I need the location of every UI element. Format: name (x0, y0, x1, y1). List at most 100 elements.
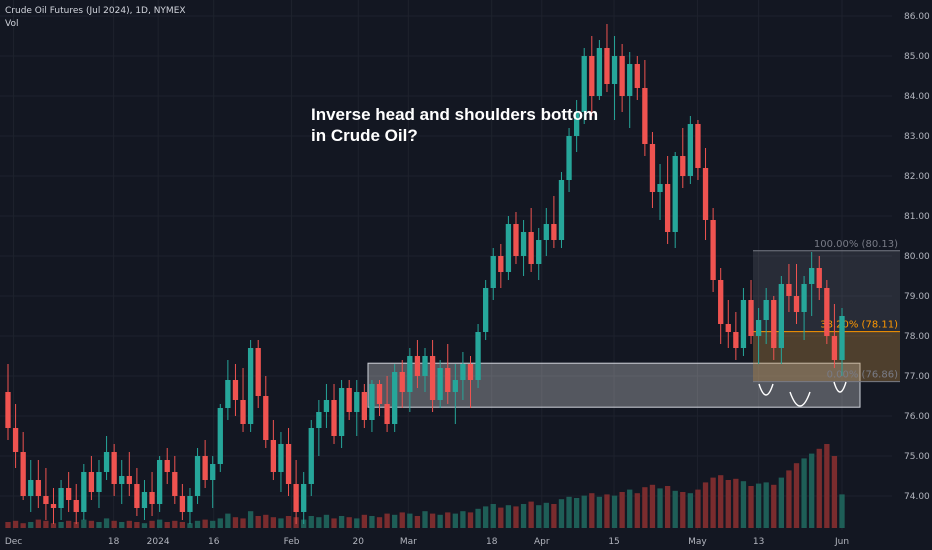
volume-bar (589, 493, 595, 528)
x-tick-label: Feb (284, 537, 300, 547)
volume-bar (399, 512, 405, 528)
volume-bar (384, 513, 390, 528)
candle-body (740, 300, 747, 348)
candle-body (308, 428, 314, 484)
volume-bar (20, 523, 26, 528)
candle-body (589, 56, 595, 96)
volume-bar (528, 501, 534, 528)
candle-body (498, 256, 504, 272)
x-tick-label: 13 (753, 537, 764, 547)
candle-body (255, 348, 261, 396)
candle-body (126, 476, 132, 484)
candle-body (73, 500, 79, 512)
volume-bar (316, 517, 322, 528)
candle-body (210, 464, 216, 480)
volume-bar (407, 513, 413, 528)
candle-body (384, 404, 390, 424)
candle-body (172, 472, 178, 496)
volume-bar (634, 493, 640, 528)
candle-body (270, 440, 277, 472)
candle-body (96, 472, 102, 492)
y-tick-label: 77.00 (904, 372, 930, 382)
candle-body (778, 284, 784, 348)
candle-body (293, 484, 299, 512)
volume-bar (202, 519, 208, 528)
volume-bar (119, 522, 125, 528)
volume-bar (490, 504, 496, 528)
y-tick-label: 82.00 (904, 172, 930, 182)
volume-bar (460, 511, 466, 528)
candle-body (839, 316, 845, 360)
candle-body (824, 288, 830, 336)
volume-bar (657, 488, 663, 528)
volume-bar (611, 495, 618, 528)
volume-bar (596, 496, 603, 528)
candle-body (338, 388, 345, 436)
candle-body (12, 428, 19, 452)
candle-body (194, 456, 201, 496)
candle-body (505, 224, 512, 272)
candle-body (558, 180, 565, 240)
candle-body (649, 144, 656, 192)
volume-bar (483, 506, 489, 528)
candle-body (43, 496, 49, 504)
x-tick-label: Apr (534, 537, 550, 547)
volume-bar (778, 477, 784, 528)
candle-body (149, 492, 155, 504)
candle-body (687, 124, 694, 176)
candle-body (88, 472, 95, 492)
volume-bar (141, 523, 148, 528)
candle-body (28, 480, 34, 496)
volume-bar (445, 512, 451, 528)
volume-bar (786, 470, 792, 528)
candle-body (657, 184, 663, 192)
volume-bar (361, 514, 367, 528)
volume-bar (111, 520, 117, 528)
volume-bar (217, 518, 223, 528)
volume-bar (210, 520, 216, 528)
volume-bar (187, 523, 193, 528)
candle-body (627, 64, 633, 96)
candle-body (202, 456, 208, 480)
volume-bar (338, 516, 345, 528)
volume-bar (331, 518, 337, 528)
volume-bar (285, 516, 292, 528)
volume-bar (536, 505, 542, 528)
candle-body (573, 112, 580, 136)
volume-bar (73, 522, 79, 528)
candle-body (414, 356, 421, 376)
volume-bar (809, 453, 815, 528)
y-tick-label: 75.00 (904, 452, 930, 462)
volume-bar (801, 458, 807, 528)
candle-body (50, 504, 57, 508)
candle-body (119, 476, 125, 484)
candle-body (672, 156, 678, 232)
fib-level-label: 38.20% (78.11) (820, 320, 898, 331)
volume-bar (66, 520, 72, 528)
x-tick-label: Dec (5, 537, 22, 547)
volume-bar (649, 484, 656, 528)
candle-body (81, 472, 87, 512)
volume-bar (149, 520, 155, 528)
candle-body (809, 268, 815, 284)
volume-bar (748, 486, 754, 528)
y-tick-label: 81.00 (904, 212, 930, 222)
candle-body (801, 284, 807, 312)
volume-bar (824, 444, 830, 528)
y-tick-label: 85.00 (904, 52, 930, 62)
fib-level-label: 100.00% (80.13) (814, 239, 898, 250)
candle-body (346, 388, 352, 412)
candle-body (611, 56, 618, 84)
candle-body (323, 400, 330, 412)
candle-body (361, 392, 367, 420)
candle-body (187, 496, 193, 512)
y-tick-label: 80.00 (904, 252, 930, 262)
volume-bar (134, 522, 140, 528)
candle-body (141, 492, 148, 508)
volume-bar (96, 522, 102, 528)
volume-bar (58, 522, 64, 528)
volume-bar (687, 493, 694, 528)
volume-bar (672, 490, 678, 528)
